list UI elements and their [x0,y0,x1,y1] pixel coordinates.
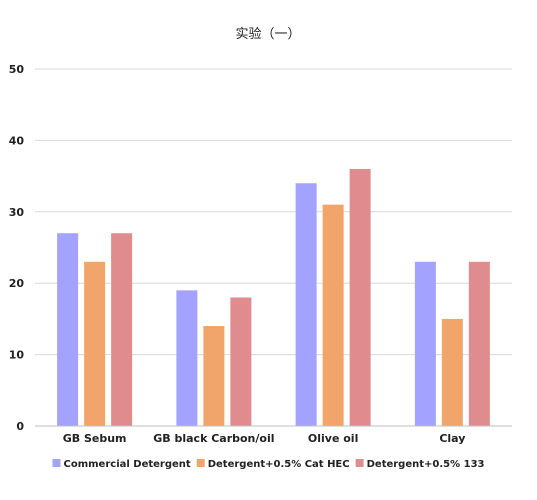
x-tick-label: Olive oil [308,432,358,445]
bar [295,183,317,426]
legend: Commercial Detergent Detergent+0.5% Cat H… [52,459,485,470]
gridlines [35,68,512,356]
y-axis-ticks: 0 10 20 30 40 50 [9,63,25,433]
legend-label: Commercial Detergent [64,459,191,470]
x-tick-label: GB black Carbon/oil [153,432,274,445]
bar [322,204,344,426]
legend-label: Detergent+0.5% Cat HEC [208,459,350,470]
x-tick-label: GB Sebum [63,432,127,445]
bar [57,233,79,426]
legend-label: Detergent+0.5% 133 [367,459,485,470]
y-tick-label: 20 [9,277,25,290]
legend-swatch [52,459,61,467]
bar [468,261,490,426]
bar [203,326,225,426]
bar [230,297,252,426]
y-tick-label: 10 [9,349,25,362]
legend-swatch [355,459,364,467]
x-axis-ticks: GB Sebum GB black Carbon/oil Olive oil Clay [63,432,466,445]
x-tick-label: Clay [439,432,465,445]
y-tick-label: 40 [9,134,25,147]
bar [84,261,106,426]
chart-title: 实验（一） [235,26,300,42]
y-tick-label: 0 [16,420,24,433]
bar [111,233,133,426]
bar [414,261,436,426]
y-tick-label: 50 [9,63,25,76]
bar [349,168,371,426]
y-tick-label: 30 [9,206,25,219]
bar [441,318,463,426]
bar [176,290,198,426]
bars [57,168,490,426]
legend-swatch [196,459,205,467]
